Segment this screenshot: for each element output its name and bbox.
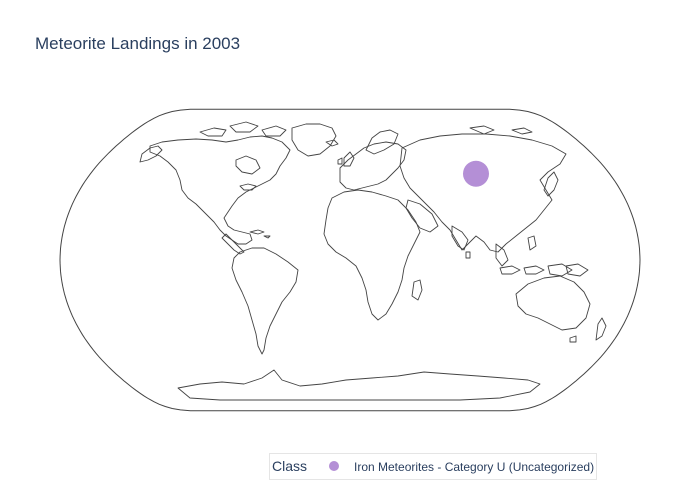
indonesia-islands (499, 263, 573, 277)
greenland-coastline (291, 123, 337, 157)
british-isles (337, 151, 355, 167)
central-america-coastline (221, 233, 245, 255)
new-zealand (595, 317, 607, 341)
sri-lanka (465, 251, 471, 259)
legend-marker-icon[interactable] (329, 461, 339, 471)
japan-islands (543, 171, 559, 197)
legend: Class Iron Meteorites - Category U (Unca… (269, 453, 597, 480)
caribbean-islands (249, 229, 271, 239)
hudson-bay (235, 155, 261, 175)
new-guinea (565, 263, 589, 277)
chart-title: Meteorite Landings in 2003 (35, 34, 241, 53)
arabian-peninsula (405, 199, 439, 233)
legend-item-label[interactable]: Iron Meteorites - Category U (Uncategori… (354, 460, 595, 474)
asia-coastline (399, 133, 567, 253)
tasmania (569, 335, 577, 343)
australia-coastline (515, 275, 591, 331)
siberian-islands (469, 125, 533, 135)
canadian-arctic-islands (199, 121, 287, 137)
great-lakes (239, 183, 257, 191)
north-america-coastline (149, 135, 291, 245)
africa-coastline (323, 189, 421, 321)
madagascar (411, 279, 423, 301)
india-peninsula (451, 225, 469, 251)
southeast-asia (495, 243, 509, 267)
alaska-coastline (139, 145, 163, 163)
landmass-group (139, 121, 607, 401)
philippines (527, 235, 537, 251)
map-frame (59, 108, 641, 412)
legend-title: Class (272, 458, 308, 474)
iceland (325, 139, 339, 147)
scandinavia-coastline (365, 129, 399, 155)
south-america-coastline (231, 247, 299, 355)
europe-coastline (339, 141, 407, 191)
marker-layer (463, 160, 489, 187)
antarctica-coastline (177, 369, 541, 401)
meteorite-point-0-0[interactable] (463, 160, 489, 187)
